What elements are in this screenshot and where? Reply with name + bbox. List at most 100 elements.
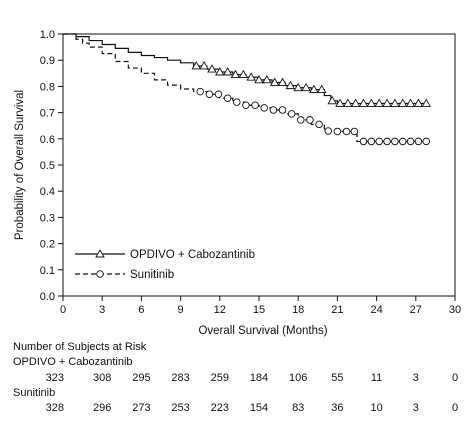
x-tick-label: 24 (370, 304, 382, 316)
censor-mark (191, 61, 202, 70)
censor-mark (327, 95, 337, 105)
censor-mark (205, 90, 214, 99)
censor-mark (207, 64, 217, 73)
y-axis-title: Probability of Overall Survival (14, 90, 26, 240)
censor-mark (230, 69, 241, 79)
censor-mark (251, 101, 259, 110)
censor-mark (238, 69, 249, 79)
censor-mark (278, 106, 287, 114)
risk-value: 11 (371, 372, 382, 384)
x-tick-label: 18 (292, 304, 304, 316)
censor-mark (324, 127, 333, 135)
y-tick-label: 0.9 (40, 55, 55, 67)
risk-table: Number of Subjects at Risk OPDIVO + Caboz… (13, 341, 458, 414)
risk-value: 55 (331, 372, 343, 384)
y-tick-label: 0.1 (40, 265, 55, 277)
risk-row-label-1: Sunitinib (13, 387, 55, 399)
censor-mark (350, 127, 359, 136)
x-axis-title: Overall Survival (Months) (198, 325, 327, 337)
x-tick-label: 27 (410, 304, 422, 316)
risk-value: 308 (93, 372, 111, 384)
censor-mark (301, 82, 311, 92)
risk-value: 328 (46, 402, 64, 414)
legend-label-0: OPDIVO + Cabozantinib (130, 249, 255, 261)
censor-mark (196, 87, 204, 96)
censor-mark (390, 98, 400, 107)
series-1 (63, 33, 431, 146)
y-tick-label: 0.2 (40, 239, 55, 251)
x-tick-label: 0 (60, 304, 66, 316)
censor-mark (421, 98, 432, 107)
censor-mark (269, 77, 280, 86)
censor-mark (222, 67, 233, 76)
censor-mark (260, 104, 268, 112)
x-tick-label: 6 (138, 304, 144, 316)
censor-mark (287, 110, 296, 118)
censor-mark (382, 98, 392, 107)
plot-frame (62, 33, 456, 297)
censor-mark (254, 74, 264, 84)
legend: OPDIVO + Cabozantinib Sunitinib (75, 249, 255, 281)
y-tick-label: 0.4 (40, 186, 55, 198)
censor-mark (246, 72, 256, 81)
censor-mark (398, 137, 407, 146)
censor-mark (333, 127, 342, 136)
risk-value: 184 (250, 372, 268, 384)
censor-mark (285, 80, 296, 90)
risk-value: 259 (211, 372, 229, 384)
y-tick-label: 0.5 (40, 160, 55, 172)
censor-mark (215, 67, 225, 76)
y-tick-label: 0.3 (40, 212, 55, 224)
censor-mark (309, 84, 319, 93)
x-tick-label: 12 (214, 304, 226, 316)
censor-mark (335, 98, 345, 107)
risk-value: 273 (132, 402, 150, 414)
risk-value: 106 (289, 372, 307, 384)
risk-row-label-0: OPDIVO + Cabozantinib (13, 356, 133, 368)
y-tick-label: 0.6 (40, 134, 55, 146)
legend-marker-0 (95, 249, 105, 258)
censor-mark (343, 98, 353, 107)
censor-mark (293, 82, 303, 92)
risk-value: 296 (93, 402, 111, 414)
censor-mark (422, 137, 431, 146)
censor-mark (366, 98, 377, 107)
censor-mark (297, 116, 305, 124)
censor-mark (406, 137, 415, 146)
series-0 (63, 33, 432, 107)
series-line-0 (63, 33, 429, 105)
censor-mark (242, 101, 250, 110)
censor-mark (367, 137, 376, 146)
risk-value: 154 (250, 402, 268, 414)
censor-mark (262, 74, 272, 84)
censor-mark (391, 137, 399, 146)
legend-label-1: Sunitinib (130, 269, 174, 281)
x-tick-label: 21 (331, 304, 343, 316)
censor-mark (306, 116, 314, 124)
series-line-1 (63, 33, 427, 143)
censor-mark (214, 90, 223, 99)
censor-mark (405, 98, 416, 107)
x-tick-label: 3 (99, 304, 105, 316)
y-tick-label: 0.0 (40, 291, 55, 303)
risk-value: 3 (413, 402, 419, 414)
risk-table-title: Number of Subjects at Risk (13, 341, 147, 353)
censor-mark (277, 77, 288, 86)
x-tick-label: 9 (178, 304, 184, 316)
risk-value: 253 (171, 402, 189, 414)
censor-mark (315, 120, 323, 129)
censor-mark (375, 137, 383, 146)
censor-mark (397, 98, 408, 107)
censor-mark (413, 98, 424, 107)
risk-value: 283 (171, 372, 189, 384)
risk-value: 323 (46, 372, 64, 384)
censor-mark (358, 98, 369, 107)
y-tick-label: 1.0 (40, 29, 55, 41)
y-tick-label: 0.7 (40, 108, 55, 120)
censor-mark (199, 61, 209, 70)
axes: 0 3 6 9 12 15 18 21 24 27 30 0.0 0.1 0.2 0.3 0.4 0.5 0.6 0… (14, 29, 461, 337)
risk-value: 0 (452, 372, 458, 384)
censor-mark (233, 98, 241, 106)
x-tick-label: 15 (253, 304, 265, 316)
